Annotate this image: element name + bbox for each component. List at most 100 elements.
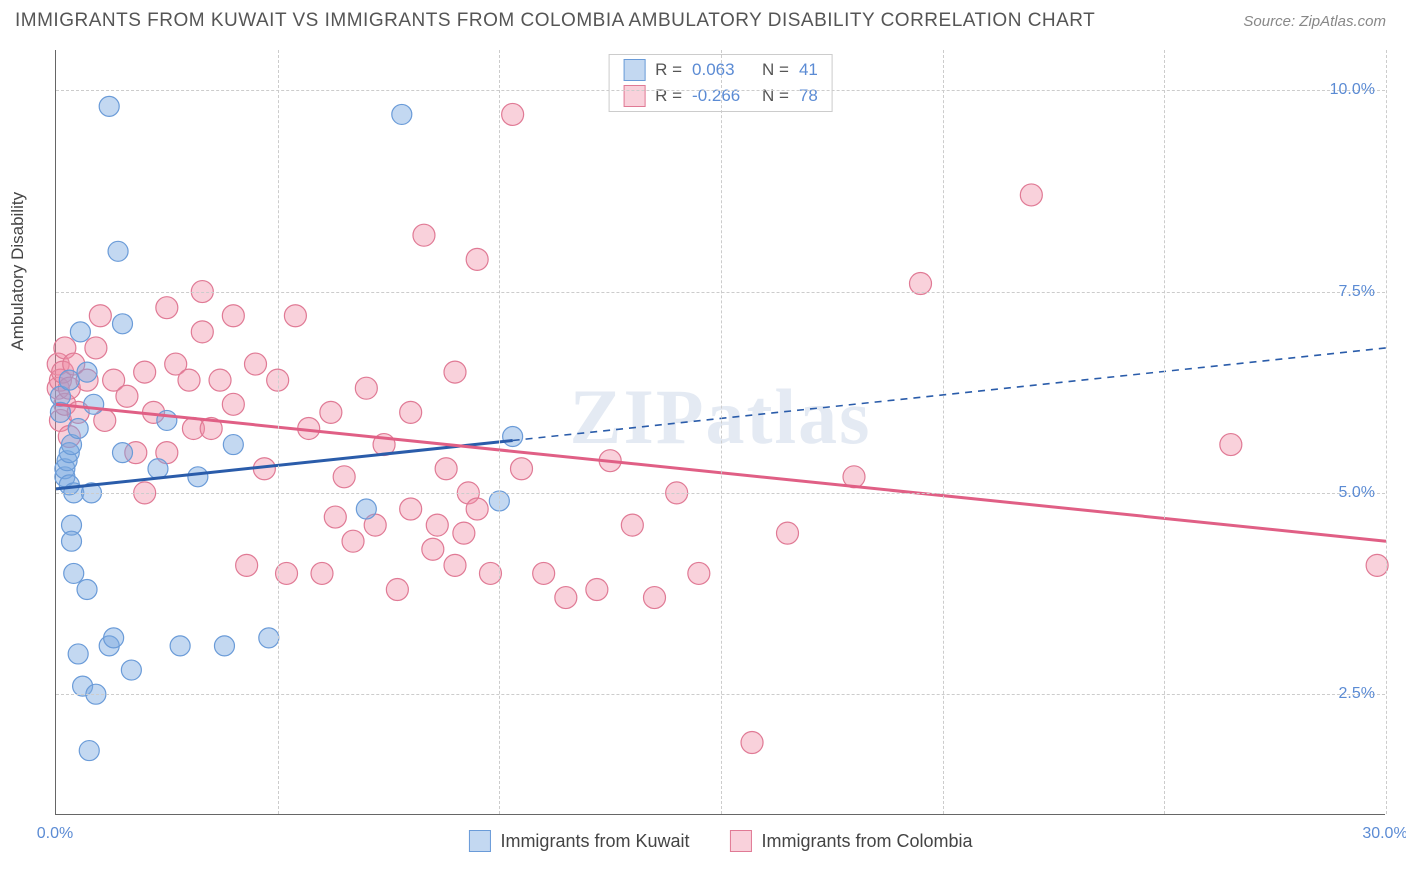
data-point xyxy=(77,362,97,382)
data-point xyxy=(223,435,243,455)
y-tick-label: 7.5% xyxy=(1339,283,1375,301)
data-point xyxy=(413,224,435,246)
r-value-kuwait: 0.063 xyxy=(692,60,752,80)
data-point xyxy=(444,554,466,576)
data-point xyxy=(121,660,141,680)
data-point xyxy=(113,443,133,463)
source-prefix: Source: xyxy=(1243,13,1299,30)
data-point xyxy=(104,628,124,648)
chart-title: IMMIGRANTS FROM KUWAIT VS IMMIGRANTS FRO… xyxy=(15,10,1095,32)
data-point xyxy=(466,498,488,520)
n-label: N = xyxy=(762,86,789,106)
data-point xyxy=(68,644,88,664)
data-point xyxy=(741,732,763,754)
x-tick-max: 30.0% xyxy=(1362,825,1406,843)
data-point xyxy=(777,522,799,544)
r-value-colombia: -0.266 xyxy=(692,86,752,106)
data-point xyxy=(68,418,88,438)
data-point xyxy=(1220,434,1242,456)
gridline-v xyxy=(943,50,944,814)
data-point xyxy=(688,562,710,584)
data-point xyxy=(84,394,104,414)
x-tick-min: 0.0% xyxy=(37,825,73,843)
data-point xyxy=(62,531,82,551)
data-point xyxy=(188,467,208,487)
data-point xyxy=(466,248,488,270)
source-label: Source: ZipAtlas.com xyxy=(1243,13,1386,30)
data-point xyxy=(178,369,200,391)
data-point xyxy=(422,538,444,560)
data-point xyxy=(222,305,244,327)
data-point xyxy=(400,498,422,520)
n-value-kuwait: 41 xyxy=(799,60,818,80)
x-axis: 0.0% 30.0% xyxy=(55,825,1385,855)
data-point xyxy=(355,377,377,399)
gridline-v xyxy=(278,50,279,814)
data-point xyxy=(621,514,643,536)
gridline-v xyxy=(1386,50,1387,814)
data-point xyxy=(156,297,178,319)
data-point xyxy=(479,562,501,584)
data-point xyxy=(503,427,523,447)
data-point xyxy=(320,401,342,423)
data-point xyxy=(386,579,408,601)
gridline-v xyxy=(1164,50,1165,814)
data-point xyxy=(284,305,306,327)
data-point xyxy=(586,579,608,601)
data-point xyxy=(1020,184,1042,206)
data-point xyxy=(324,506,346,528)
n-value-colombia: 78 xyxy=(799,86,818,106)
data-point xyxy=(214,636,234,656)
gridline-v xyxy=(721,50,722,814)
data-point xyxy=(426,514,448,536)
data-point xyxy=(59,370,79,390)
data-point xyxy=(134,361,156,383)
y-tick-label: 5.0% xyxy=(1339,484,1375,502)
gridline-v xyxy=(499,50,500,814)
data-point xyxy=(77,580,97,600)
data-point xyxy=(444,361,466,383)
data-point xyxy=(453,522,475,544)
data-point xyxy=(209,369,231,391)
data-point xyxy=(116,385,138,407)
data-point xyxy=(222,393,244,415)
data-point xyxy=(533,562,555,584)
data-point xyxy=(157,410,177,430)
data-point xyxy=(70,322,90,342)
r-label: R = xyxy=(655,60,682,80)
data-point xyxy=(79,741,99,761)
data-point xyxy=(259,628,279,648)
data-point xyxy=(311,562,333,584)
data-point xyxy=(333,466,355,488)
data-point xyxy=(1366,554,1388,576)
data-point xyxy=(276,562,298,584)
data-point xyxy=(502,103,524,125)
data-point xyxy=(64,563,84,583)
swatch-kuwait xyxy=(623,59,645,81)
data-point xyxy=(392,104,412,124)
n-label: N = xyxy=(762,60,789,80)
trend-line xyxy=(513,348,1386,441)
data-point xyxy=(644,587,666,609)
data-point xyxy=(89,305,111,327)
data-point xyxy=(99,96,119,116)
y-axis-title: Ambulatory Disability xyxy=(8,192,28,351)
data-point xyxy=(113,314,133,334)
y-tick-label: 10.0% xyxy=(1330,81,1375,99)
swatch-colombia xyxy=(623,85,645,107)
y-tick-label: 2.5% xyxy=(1339,685,1375,703)
source-value: ZipAtlas.com xyxy=(1299,13,1386,30)
data-point xyxy=(342,530,364,552)
data-point xyxy=(85,337,107,359)
data-point xyxy=(108,241,128,261)
r-label: R = xyxy=(655,86,682,106)
plot-area: ZIPatlas R = 0.063 N = 41 R = -0.266 N =… xyxy=(55,50,1385,815)
data-point xyxy=(191,321,213,343)
data-point xyxy=(170,636,190,656)
data-point xyxy=(435,458,457,480)
data-point xyxy=(245,353,267,375)
data-point xyxy=(511,458,533,480)
data-point xyxy=(356,499,376,519)
data-point xyxy=(400,401,422,423)
data-point xyxy=(555,587,577,609)
